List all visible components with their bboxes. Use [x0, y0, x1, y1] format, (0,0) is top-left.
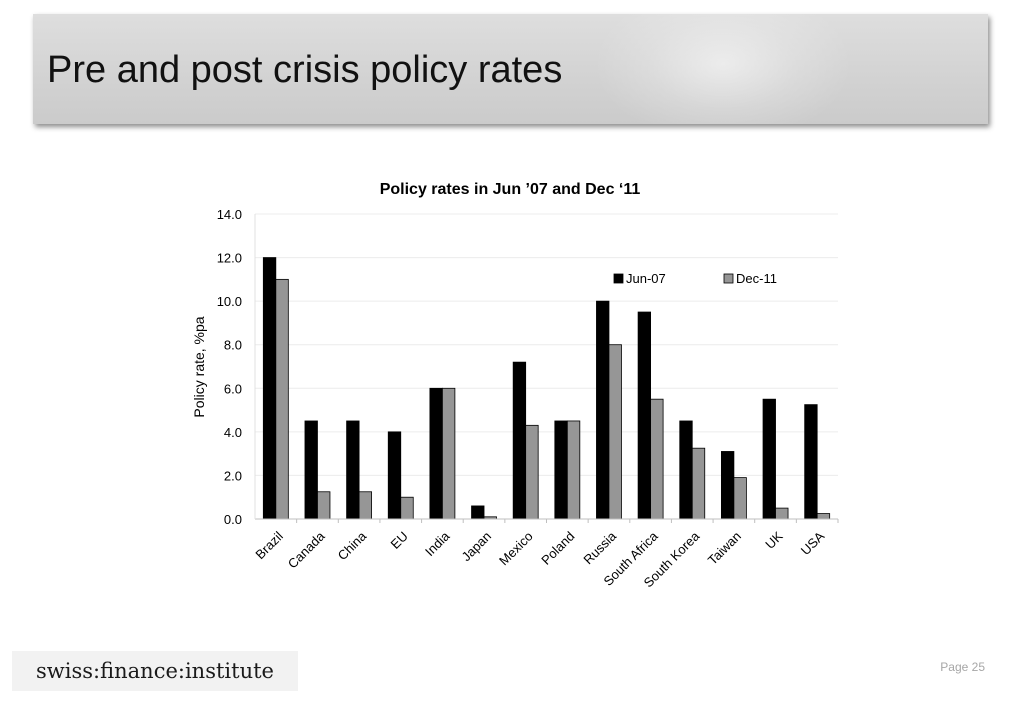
bar-dec11-poland — [566, 420, 581, 520]
bar-dec11-russia — [608, 344, 622, 520]
bar-dec11-south-africa — [650, 398, 664, 520]
y-tick-label: 6.0 — [224, 381, 242, 396]
x-tick-label: India — [422, 528, 453, 559]
x-tick-label: USA — [798, 528, 828, 558]
x-tick-label: Poland — [538, 529, 577, 568]
bar-jun07-south-korea — [679, 420, 693, 520]
bar-jun07-uk — [762, 398, 776, 520]
bar-dec11-uk — [775, 507, 789, 520]
chart-title: Policy rates in Jun ’07 and Dec ‘11 — [380, 181, 641, 198]
bar-dec11-india — [441, 387, 456, 520]
bar-jun07-poland — [554, 420, 568, 520]
x-tick-label: UK — [762, 528, 786, 552]
page-number: Page 25 — [940, 660, 985, 674]
banner-glow — [593, 14, 853, 124]
bar-jun07-india — [429, 387, 443, 520]
bar-jun07-mexico — [512, 361, 527, 520]
bar-dec11-mexico — [525, 424, 539, 520]
bar-dec11-china — [358, 491, 373, 520]
y-tick-label: 8.0 — [224, 338, 242, 353]
legend-label-jun07: Jun-07 — [626, 271, 666, 286]
y-axis-label: Policy rate, %pa — [191, 316, 207, 417]
gridlines — [255, 213, 838, 476]
title-banner: Pre and post crisis policy rates — [33, 14, 988, 124]
page-title: Pre and post crisis policy rates — [47, 49, 563, 91]
x-tick-label: Japan — [459, 529, 495, 565]
x-tick-label: Brazil — [252, 528, 286, 562]
x-tick-label: Russia — [580, 528, 619, 567]
bar-jun07-china — [346, 420, 360, 520]
bar-dec11-south-korea — [691, 447, 706, 520]
y-tick-label: 2.0 — [224, 468, 242, 483]
bar-jun07-usa — [804, 404, 818, 520]
bar-dec11-eu — [400, 496, 414, 520]
legend-label-dec11: Dec-11 — [736, 271, 777, 286]
legend: Jun-07 Dec-11 — [613, 271, 777, 286]
bar-dec11-usa — [816, 513, 831, 520]
bar-jun07-japan — [471, 505, 485, 520]
legend-swatch-jun07 — [613, 273, 624, 284]
bar-dec11-canada — [317, 491, 331, 520]
bar-jun07-eu — [387, 431, 402, 520]
y-tick-label: 12.0 — [217, 251, 242, 266]
x-tick-label: Taiwan — [705, 529, 744, 568]
bar-jun07-russia — [596, 300, 610, 520]
y-tick-label: 10.0 — [217, 294, 242, 309]
bar-jun07-south-africa — [637, 311, 652, 520]
legend-swatch-dec11 — [723, 273, 734, 284]
bar-jun07-canada — [304, 420, 318, 520]
x-tick-label: Canada — [285, 528, 328, 571]
y-tick-label: 14.0 — [217, 207, 242, 222]
y-tick-label: 4.0 — [224, 425, 242, 440]
y-tick-label: 0.0 — [224, 512, 242, 527]
bar-dec11-brazil — [275, 278, 289, 520]
bar-jun07-brazil — [262, 257, 277, 520]
x-tick-label: EU — [387, 529, 410, 552]
swiss-finance-institute-logo: swiss:finance:institute — [12, 651, 298, 691]
x-tick-label: China — [335, 528, 370, 563]
x-tick-label: Mexico — [496, 529, 536, 569]
bar-dec11-taiwan — [733, 477, 747, 520]
bar-jun07-taiwan — [720, 451, 735, 520]
